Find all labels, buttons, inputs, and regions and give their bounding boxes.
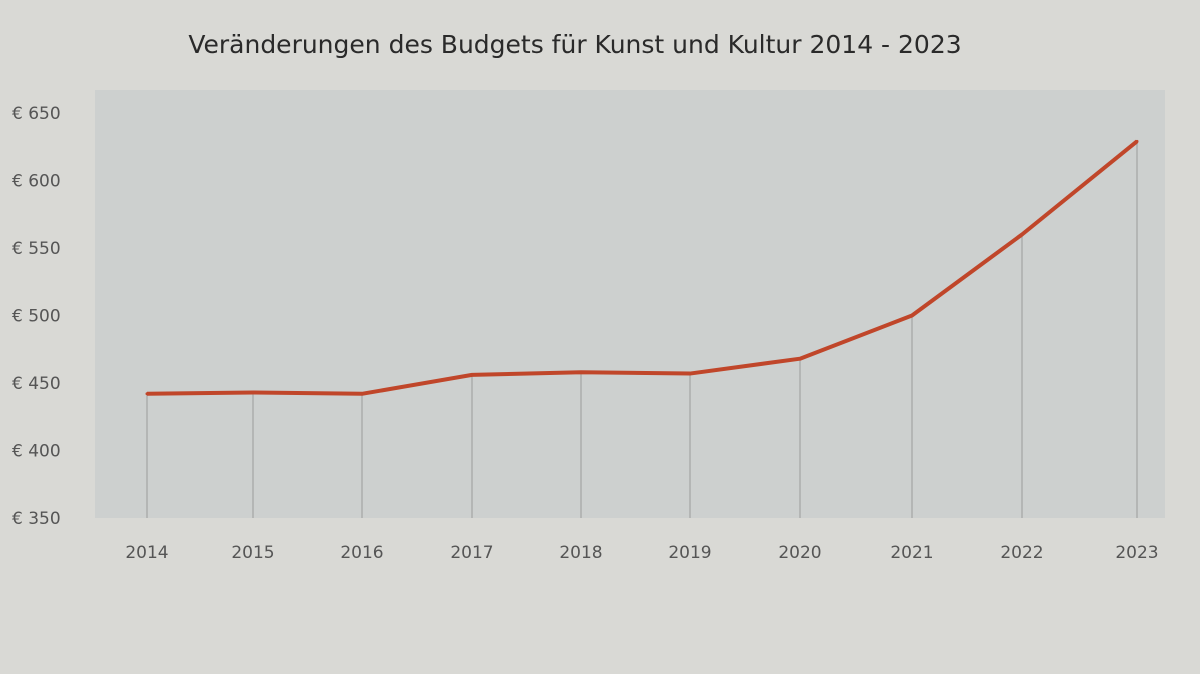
y-tick-label: € 450 — [12, 374, 61, 394]
series-line — [146, 139, 1139, 396]
plot-area — [95, 90, 1165, 518]
y-tick-label: € 600 — [12, 172, 61, 192]
data-point — [470, 373, 474, 377]
data-point — [798, 357, 802, 361]
y-tick-label: € 350 — [12, 509, 61, 529]
x-tick-label: 2021 — [890, 543, 933, 563]
x-tick-label: 2023 — [1115, 543, 1158, 563]
x-tick-label: 2019 — [668, 543, 711, 563]
x-tick-label: 2015 — [231, 543, 274, 563]
x-tick-label: 2020 — [778, 543, 821, 563]
data-point — [579, 370, 583, 374]
x-tick-label: 2022 — [1000, 543, 1043, 563]
x-tick-label: 2018 — [559, 543, 602, 563]
x-tick-label: 2016 — [340, 543, 383, 563]
y-tick-label: € 550 — [12, 239, 61, 259]
data-point — [251, 390, 255, 394]
data-point — [1020, 233, 1024, 236]
data-point — [360, 392, 364, 396]
x-tick-label: 2017 — [450, 543, 493, 563]
chart-title: Veränderungen des Budgets für Kunst und … — [188, 30, 962, 59]
y-tick-label: € 650 — [12, 104, 61, 124]
data-point — [1135, 139, 1139, 143]
data-point — [910, 314, 914, 317]
data-point — [145, 392, 149, 396]
y-tick-label: € 500 — [12, 307, 61, 327]
x-tick-label: 2014 — [125, 543, 168, 563]
y-tick-label: € 400 — [12, 442, 61, 462]
data-point — [688, 372, 692, 376]
